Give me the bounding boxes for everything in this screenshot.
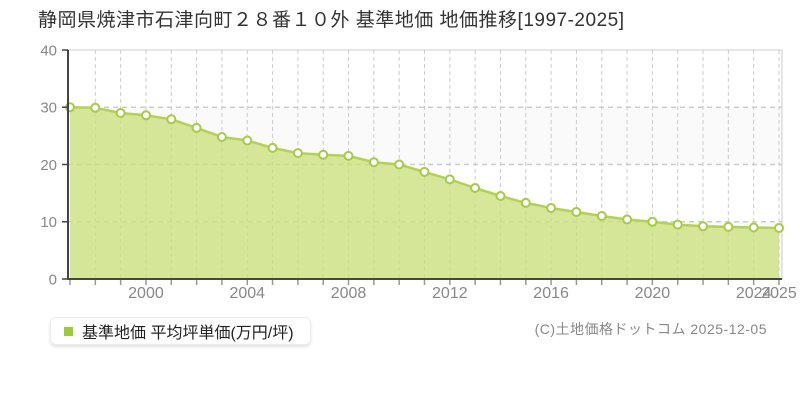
y-axis-label: 20	[40, 157, 57, 174]
x-axis-label: 2012	[432, 285, 468, 302]
data-point	[470, 183, 481, 193]
data-point	[115, 108, 126, 118]
data-point	[394, 159, 405, 170]
data-point	[444, 174, 455, 185]
data-point	[368, 157, 379, 168]
data-point	[419, 166, 430, 177]
legend-swatch-icon	[64, 326, 73, 336]
land-price-area-chart: 0 10 20 30 40 2000 2004 2008 2012 2016 2020 2024202…	[40, 42, 797, 302]
data-point	[267, 142, 278, 153]
data-point	[647, 216, 658, 227]
data-point	[596, 211, 607, 221]
area-fill	[70, 107, 779, 279]
x-axis-label: 2016	[533, 285, 569, 302]
legend: 基準地価 平均坪単価(万円/坪)	[50, 317, 311, 345]
x-axis-label: 2004	[229, 285, 265, 302]
data-point	[520, 197, 531, 208]
data-point	[748, 222, 759, 233]
data-point	[191, 122, 202, 133]
data-point	[166, 114, 177, 125]
data-point	[343, 150, 354, 161]
data-point	[723, 221, 734, 232]
y-axis-label: 0	[49, 271, 57, 288]
data-point	[622, 214, 633, 225]
data-point	[546, 203, 557, 213]
y-axis-label: 30	[40, 100, 57, 117]
data-point	[571, 207, 582, 217]
y-axis-label: 10	[40, 214, 57, 231]
data-point	[216, 132, 227, 142]
data-point	[495, 191, 506, 201]
copyright-text: (C)土地価格ドットコム 2025-12-05	[534, 321, 767, 337]
y-axis-label: 40	[40, 42, 57, 59]
x-axis-label: 2025	[761, 285, 797, 302]
data-point	[141, 110, 151, 121]
x-axis-label: 2000	[128, 285, 164, 302]
data-point	[672, 219, 683, 230]
data-point	[242, 135, 253, 146]
data-point	[774, 223, 784, 233]
legend-label: 基準地価 平均坪単価(万円/坪)	[82, 325, 294, 342]
data-point	[698, 221, 708, 232]
y-axis-ticks: 0 10 20 30 40	[40, 42, 68, 288]
x-axis-label: 2020	[635, 285, 671, 302]
chart-title: 静岡県焼津市石津向町２８番１０外 基準地価 地価推移[1997-2025]	[38, 10, 625, 31]
data-points	[65, 102, 784, 233]
data-point	[292, 148, 303, 159]
x-axis-label: 2024	[736, 285, 772, 302]
x-axis-label: 2008	[331, 285, 367, 302]
data-point	[318, 149, 329, 160]
data-point	[90, 102, 101, 113]
